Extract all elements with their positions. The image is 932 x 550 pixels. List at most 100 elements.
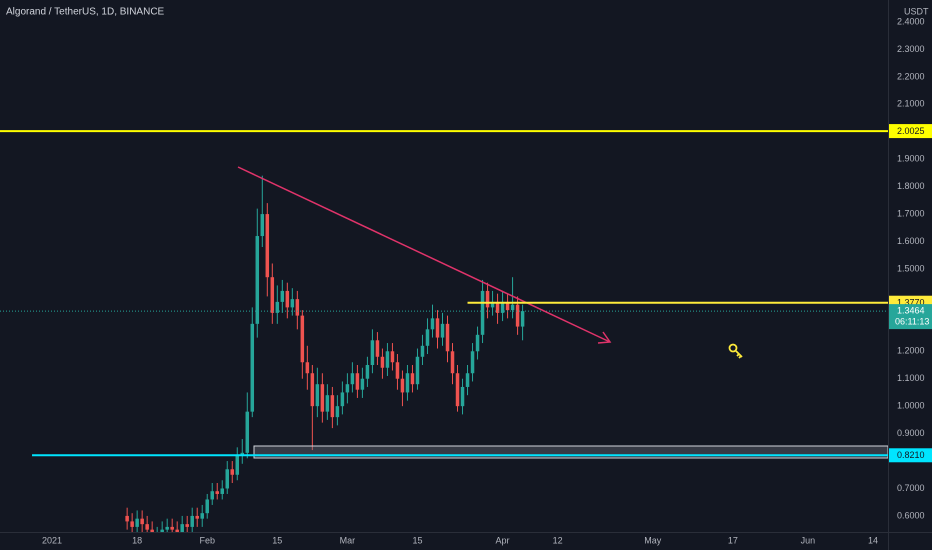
candle-body (405, 373, 410, 393)
candle-body (395, 362, 400, 379)
candle-body (220, 488, 225, 494)
countdown-label: 06:11:13 (895, 316, 929, 326)
candle-body (315, 384, 320, 407)
candle-body (345, 384, 350, 393)
candle-body (335, 406, 340, 418)
level-label: 0.8210 (897, 450, 925, 460)
candle-body (430, 318, 435, 330)
y-tick-label: 1.8000 (897, 181, 925, 191)
candle-body (510, 304, 515, 311)
level-label: 1.3770 (897, 298, 925, 308)
candle-body (505, 301, 510, 311)
candle-body (290, 299, 295, 308)
candle-body (355, 373, 360, 390)
candle-body (515, 304, 520, 327)
current-price-label: 1.3464 (897, 305, 925, 315)
candle-body (135, 518, 139, 527)
x-tick-label: May (644, 535, 662, 545)
candle-body (425, 329, 430, 346)
y-tick-label: 0.6000 (897, 510, 925, 520)
candle-body (295, 299, 300, 316)
candle-body (255, 236, 260, 324)
candle-body (280, 290, 285, 302)
candle-body (360, 378, 365, 390)
candle-body (200, 513, 204, 519)
y-tick-label: 2.2000 (897, 71, 925, 81)
y-tick-label: 0.7000 (897, 483, 925, 493)
candle-body (190, 515, 194, 527)
candle-body (330, 395, 335, 418)
level-label: 2.0025 (897, 126, 925, 136)
candle-body (270, 277, 275, 313)
x-tick-label: 15 (412, 535, 422, 545)
candle-body (370, 340, 375, 366)
candle-body (435, 318, 440, 338)
candle-body (465, 373, 470, 387)
candle-body (275, 301, 280, 313)
candle-body (380, 356, 385, 368)
y-tick-label: 1.2000 (897, 346, 925, 356)
candle-body (165, 526, 169, 530)
y-tick-label: 0.9000 (897, 428, 925, 438)
candle-body (145, 524, 149, 530)
candle-body (260, 214, 265, 237)
candle-body (285, 290, 290, 308)
candle-body (365, 365, 370, 379)
candle-body (325, 395, 330, 412)
candle-body (300, 315, 305, 363)
x-tick-label: 2021 (42, 535, 62, 545)
y-tick-label: 1.6000 (897, 236, 925, 246)
candle-body (470, 351, 475, 374)
x-tick-label: Mar (340, 535, 356, 545)
candle-body (195, 515, 199, 519)
level-label-box (889, 448, 932, 463)
trend-arrow-head (597, 331, 612, 344)
price-unit: USDT (904, 6, 929, 16)
y-tick-label: 2.1000 (897, 99, 925, 109)
candle-body (245, 411, 250, 453)
candle-body (125, 515, 129, 522)
candle-body (455, 373, 460, 407)
candle-body (305, 362, 310, 374)
candle-body (225, 469, 230, 489)
candle-body (230, 469, 235, 475)
candle-body (475, 334, 480, 352)
candle-body (490, 301, 495, 308)
trend-line (237, 166, 611, 343)
candle-body (440, 323, 445, 338)
candle-body (140, 518, 144, 525)
candle-body (495, 301, 500, 313)
candle-body (160, 529, 164, 532)
candle-body (215, 491, 219, 494)
key-icon (728, 343, 743, 359)
x-tick-label: Jun (801, 535, 816, 545)
x-tick-label: 12 (553, 535, 563, 545)
candle-body (210, 491, 214, 500)
candle-body (420, 345, 425, 357)
y-tick-label: 1.7000 (897, 208, 925, 218)
candle-body (445, 323, 450, 352)
chart-title: Algorand / TetherUS, 1D, BINANCE (6, 7, 165, 18)
candle-body (410, 373, 415, 385)
candle-body (350, 373, 355, 385)
x-tick-label: Apr (496, 535, 510, 545)
y-tick-label: 1.5000 (897, 263, 925, 273)
y-tick-label: 1.1000 (897, 373, 925, 383)
candle-body (520, 311, 525, 327)
x-tick-label: 14 (868, 535, 878, 545)
candle-body (180, 524, 184, 532)
candle-body (175, 529, 179, 532)
candle-body (130, 521, 134, 527)
y-tick-label: 1.9000 (897, 154, 925, 164)
y-tick-label: 2.3000 (897, 44, 925, 54)
plot-area (0, 175, 888, 532)
y-tick-label: 2.4000 (897, 16, 925, 26)
candle-body (240, 452, 245, 456)
candle-body (340, 392, 345, 407)
x-tick-label: Feb (199, 535, 215, 545)
candle-body (310, 373, 315, 407)
candle-body (450, 351, 455, 374)
candle-body (400, 378, 405, 393)
